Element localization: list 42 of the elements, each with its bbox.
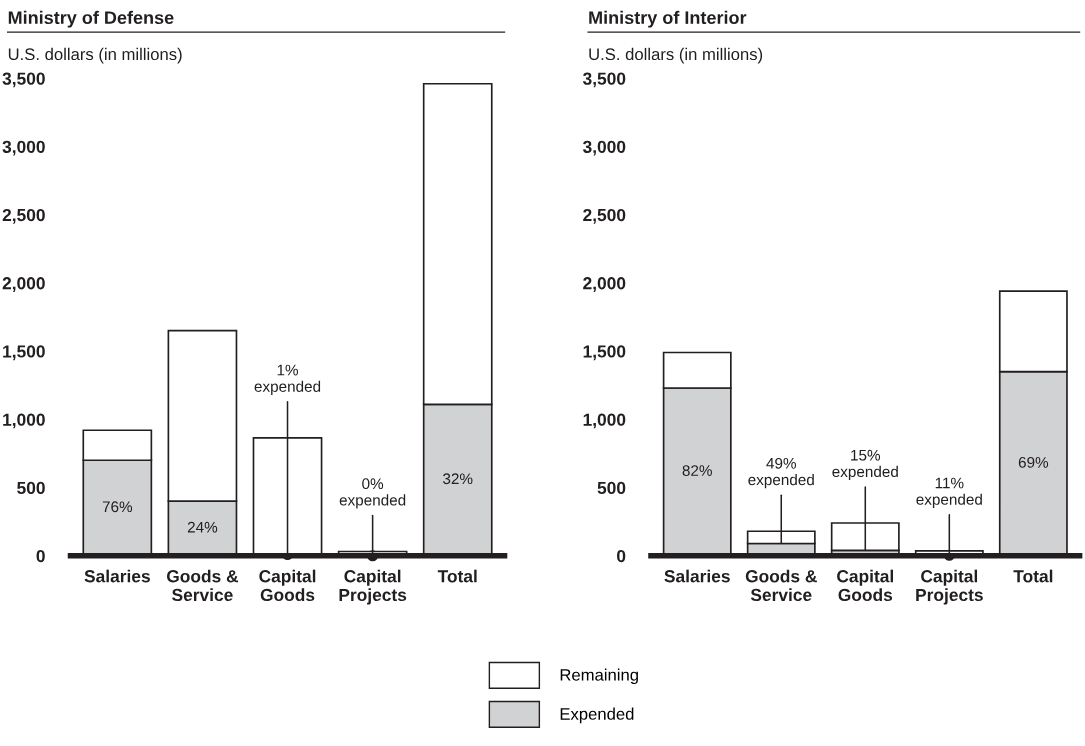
y-tick-label: 2,500 bbox=[2, 208, 45, 224]
x-tick-label: Capital Projects bbox=[916, 569, 983, 605]
annotation: 69% bbox=[1018, 456, 1049, 468]
x-tick-label: Capital Goods bbox=[837, 569, 893, 602]
x-tick-label: Salaries bbox=[664, 569, 730, 583]
y-tick-label: 500 bbox=[597, 481, 626, 495]
annotation: 76% bbox=[102, 501, 133, 513]
legend-label: Remaining bbox=[560, 668, 638, 685]
chart-subtitle: U.S. dollars (in millions) bbox=[8, 47, 182, 64]
y-tick-label: 3,000 bbox=[582, 140, 626, 156]
y-tick-label: 3,000 bbox=[2, 140, 45, 156]
x-tick-label: Goods & Service bbox=[166, 569, 239, 602]
chart-title: Ministry of Interior bbox=[589, 10, 747, 28]
y-tick-label: 1,500 bbox=[3, 345, 45, 361]
y-tick-label: 3,500 bbox=[2, 72, 45, 88]
y-tick-label: 2,000 bbox=[583, 277, 626, 292]
chart-subtitle: U.S. dollars (in millions) bbox=[589, 47, 763, 64]
chart-title: Ministry of Defense bbox=[8, 10, 174, 28]
y-tick-label: 2,500 bbox=[583, 208, 626, 224]
annotation: 49% expended bbox=[748, 457, 814, 489]
y-tick-label: 2,000 bbox=[2, 277, 45, 292]
annotation: 1% expended bbox=[254, 364, 321, 395]
annotation: 32% bbox=[443, 473, 473, 485]
y-tick-label: 3,500 bbox=[582, 72, 626, 88]
annotation: 15% expended bbox=[832, 449, 898, 481]
y-tick-label: 0 bbox=[36, 549, 45, 563]
y-tick-label: 0 bbox=[617, 549, 626, 563]
y-tick-label: 500 bbox=[17, 481, 45, 495]
x-tick-label: Capital Projects bbox=[339, 569, 407, 605]
x-tick-label: Capital Goods bbox=[259, 569, 316, 602]
y-tick-label: 1,000 bbox=[3, 413, 45, 429]
y-tick-label: 1,000 bbox=[583, 413, 626, 429]
annotation: 11% expended bbox=[916, 477, 982, 508]
legend-label: Expended bbox=[560, 707, 634, 724]
annotation: 82% bbox=[682, 465, 712, 476]
annotation: 24% bbox=[187, 521, 218, 533]
x-tick-label: Total bbox=[1013, 569, 1053, 583]
x-tick-label: Total bbox=[437, 569, 477, 583]
y-tick-label: 1,500 bbox=[583, 345, 626, 361]
x-tick-label: Goods & Service bbox=[745, 569, 817, 602]
annotation: 0% expended bbox=[339, 478, 406, 509]
x-tick-label: Salaries bbox=[84, 569, 150, 583]
